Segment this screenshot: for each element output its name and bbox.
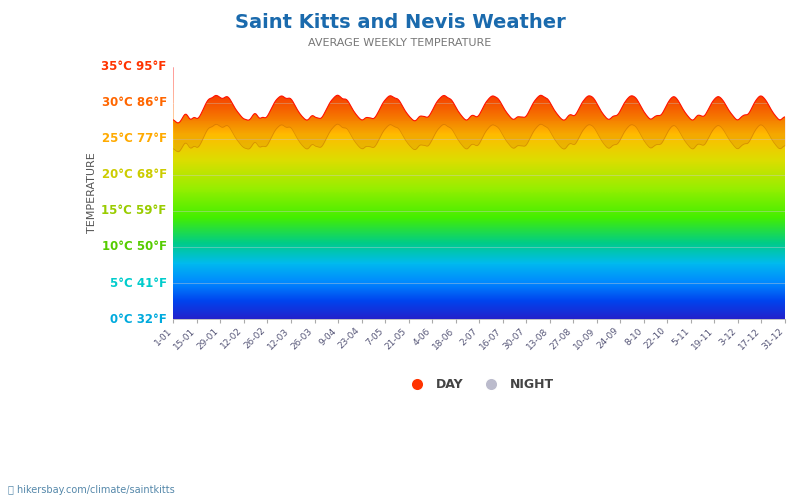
Text: Saint Kitts and Nevis Weather: Saint Kitts and Nevis Weather	[234, 12, 566, 32]
Legend: DAY, NIGHT: DAY, NIGHT	[399, 374, 559, 396]
Y-axis label: TEMPERATURE: TEMPERATURE	[87, 152, 97, 233]
Text: AVERAGE WEEKLY TEMPERATURE: AVERAGE WEEKLY TEMPERATURE	[308, 38, 492, 48]
Text: 25°C 77°F: 25°C 77°F	[102, 132, 166, 145]
Text: 30°C 86°F: 30°C 86°F	[102, 96, 166, 109]
Text: 5°C 41°F: 5°C 41°F	[110, 276, 166, 289]
Text: 📍 hikersbay.com/climate/saintkitts: 📍 hikersbay.com/climate/saintkitts	[8, 485, 174, 495]
Text: 35°C 95°F: 35°C 95°F	[102, 60, 166, 73]
Polygon shape	[174, 52, 785, 123]
Text: 0°C 32°F: 0°C 32°F	[110, 312, 166, 326]
Text: 10°C 50°F: 10°C 50°F	[102, 240, 166, 254]
Text: 20°C 68°F: 20°C 68°F	[102, 168, 166, 181]
Text: 15°C 59°F: 15°C 59°F	[102, 204, 166, 218]
